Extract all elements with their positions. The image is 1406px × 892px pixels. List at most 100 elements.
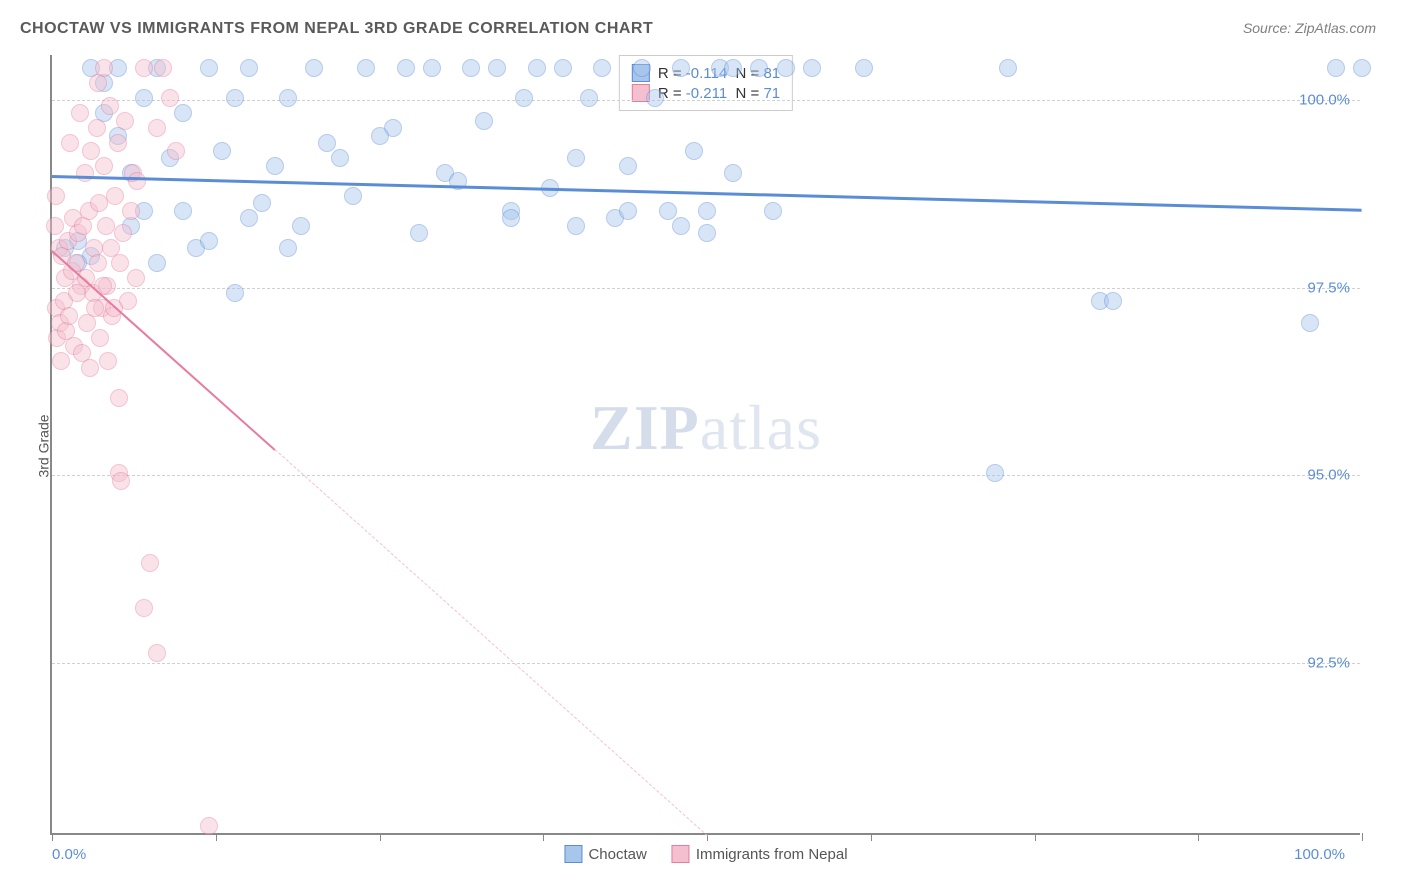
data-point bbox=[305, 59, 323, 77]
data-point bbox=[803, 59, 821, 77]
data-point bbox=[672, 59, 690, 77]
trend-line bbox=[274, 449, 707, 836]
data-point bbox=[200, 59, 218, 77]
data-point bbox=[646, 89, 664, 107]
chart-title: CHOCTAW VS IMMIGRANTS FROM NEPAL 3RD GRA… bbox=[20, 20, 653, 38]
data-point bbox=[97, 217, 115, 235]
data-point bbox=[567, 149, 585, 167]
data-point bbox=[593, 59, 611, 77]
data-point bbox=[141, 554, 159, 572]
watermark: ZIPatlas bbox=[590, 391, 822, 465]
data-point bbox=[116, 112, 134, 130]
data-point bbox=[114, 224, 132, 242]
data-point bbox=[95, 59, 113, 77]
x-tick bbox=[216, 833, 217, 841]
data-point bbox=[68, 284, 86, 302]
data-point bbox=[318, 134, 336, 152]
data-point bbox=[410, 224, 428, 242]
x-axis-min-label: 0.0% bbox=[52, 846, 86, 863]
legend-item-choctaw: Choctaw bbox=[564, 845, 646, 863]
data-point bbox=[659, 202, 677, 220]
data-point bbox=[71, 104, 89, 122]
gridline bbox=[52, 663, 1360, 664]
data-point bbox=[357, 59, 375, 77]
data-point bbox=[724, 164, 742, 182]
data-point bbox=[1301, 314, 1319, 332]
data-point bbox=[89, 254, 107, 272]
data-point bbox=[200, 817, 218, 835]
data-point bbox=[750, 59, 768, 77]
data-point bbox=[128, 172, 146, 190]
data-point bbox=[154, 59, 172, 77]
data-point bbox=[515, 89, 533, 107]
data-point bbox=[1353, 59, 1371, 77]
data-point bbox=[240, 59, 258, 77]
series-legend: Choctaw Immigrants from Nepal bbox=[564, 845, 847, 863]
data-point bbox=[46, 217, 64, 235]
chart-plot-area: ZIPatlas R = -0.114 N = 81 R = -0.211 N … bbox=[50, 55, 1360, 835]
data-point bbox=[397, 59, 415, 77]
gridline bbox=[52, 288, 1360, 289]
data-point bbox=[240, 209, 258, 227]
data-point bbox=[685, 142, 703, 160]
data-point bbox=[106, 187, 124, 205]
data-point bbox=[777, 59, 795, 77]
data-point bbox=[91, 329, 109, 347]
legend-swatch-icon bbox=[564, 845, 582, 863]
data-point bbox=[619, 202, 637, 220]
data-point bbox=[148, 254, 166, 272]
y-tick-label: 100.0% bbox=[1299, 92, 1350, 109]
legend-swatch-icon bbox=[672, 845, 690, 863]
data-point bbox=[488, 59, 506, 77]
y-tick-label: 95.0% bbox=[1307, 467, 1350, 484]
data-point bbox=[1104, 292, 1122, 310]
data-point bbox=[855, 59, 873, 77]
data-point bbox=[580, 89, 598, 107]
data-point bbox=[1327, 59, 1345, 77]
data-point bbox=[148, 119, 166, 137]
data-point bbox=[633, 59, 651, 77]
x-tick bbox=[380, 833, 381, 841]
data-point bbox=[135, 59, 153, 77]
data-point bbox=[462, 59, 480, 77]
data-point bbox=[135, 599, 153, 617]
data-point bbox=[502, 209, 520, 227]
data-point bbox=[475, 112, 493, 130]
data-point bbox=[174, 202, 192, 220]
y-tick-label: 97.5% bbox=[1307, 279, 1350, 296]
data-point bbox=[253, 194, 271, 212]
data-point bbox=[81, 359, 99, 377]
data-point bbox=[60, 307, 78, 325]
data-point bbox=[279, 239, 297, 257]
x-tick bbox=[1198, 833, 1199, 841]
data-point bbox=[698, 224, 716, 242]
x-tick bbox=[1362, 833, 1363, 841]
data-point bbox=[148, 644, 166, 662]
data-point bbox=[266, 157, 284, 175]
data-point bbox=[226, 89, 244, 107]
data-point bbox=[76, 164, 94, 182]
data-point bbox=[167, 142, 185, 160]
data-point bbox=[88, 119, 106, 137]
data-point bbox=[331, 149, 349, 167]
data-point bbox=[95, 157, 113, 175]
data-point bbox=[279, 89, 297, 107]
data-point bbox=[724, 59, 742, 77]
data-point bbox=[112, 472, 130, 490]
data-point bbox=[61, 134, 79, 152]
data-point bbox=[110, 389, 128, 407]
data-point bbox=[101, 97, 119, 115]
x-axis-max-label: 100.0% bbox=[1294, 846, 1345, 863]
data-point bbox=[111, 254, 129, 272]
legend-item-nepal: Immigrants from Nepal bbox=[672, 845, 848, 863]
data-point bbox=[567, 217, 585, 235]
y-tick-label: 92.5% bbox=[1307, 654, 1350, 671]
data-point bbox=[371, 127, 389, 145]
data-point bbox=[135, 89, 153, 107]
gridline bbox=[52, 475, 1360, 476]
data-point bbox=[174, 104, 192, 122]
data-point bbox=[52, 352, 70, 370]
data-point bbox=[554, 59, 572, 77]
data-point bbox=[672, 217, 690, 235]
data-point bbox=[528, 59, 546, 77]
